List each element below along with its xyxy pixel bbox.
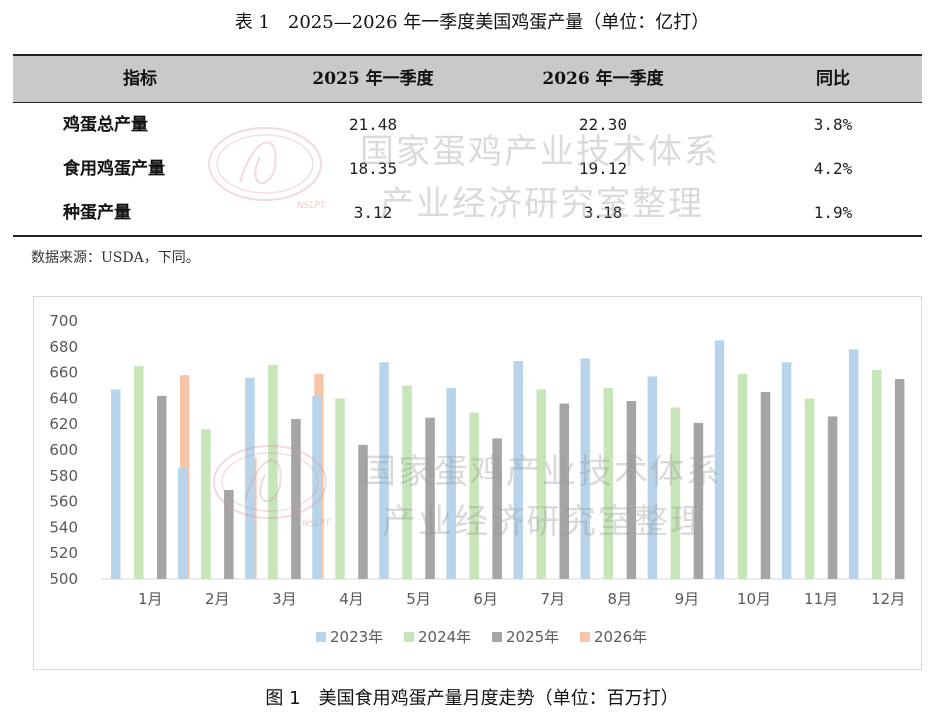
- bar-2024年-2月: [201, 429, 211, 579]
- bar-2023年-12月: [848, 349, 859, 579]
- bar-2025年-1月: [157, 395, 167, 579]
- table-title: 表 1 2025—2026 年一季度美国鸡蛋产量（单位：亿打）: [234, 12, 710, 33]
- table-row: 鸡蛋总产量 21.48 22.30 3.8%: [13, 103, 922, 147]
- x-tick-label: 12月: [871, 590, 905, 608]
- bar-2024年-9月: [670, 407, 681, 579]
- bar-2024年-8月: [603, 388, 614, 579]
- y-tick-label: 520: [49, 544, 78, 562]
- bar-chart: 500 520 540 560 580 600 620 640 660 680 700 1月 2月 3月 4…: [49, 312, 906, 646]
- bar-2025年-5月: [425, 417, 435, 579]
- bar-2025年-11月: [827, 416, 838, 579]
- legend-swatch-2026年: [580, 632, 590, 642]
- x-tick-label: 1月: [138, 590, 163, 608]
- legend-swatch-2025年: [492, 632, 502, 642]
- bar-2023年-1月: [111, 389, 121, 579]
- row-label: 食用鸡蛋产量: [63, 159, 165, 179]
- x-tick-label: 7月: [540, 590, 565, 608]
- row-value-2025: 18.35: [348, 159, 398, 178]
- legend-label: 2023年: [330, 628, 383, 646]
- x-tick-label: 2月: [205, 590, 230, 608]
- bar-2024年-11月: [804, 398, 815, 579]
- y-tick-label: 500: [49, 570, 78, 588]
- y-tick-label: 620: [49, 415, 78, 433]
- bar-2025年-12月: [894, 379, 905, 579]
- y-tick-label: 600: [49, 441, 78, 459]
- x-tick-label: 3月: [272, 590, 297, 608]
- bar-2024年-7月: [536, 389, 546, 579]
- bar-2025年-3月: [291, 419, 301, 579]
- bar-2023年-8月: [580, 358, 591, 579]
- table-header-row: 指标 2025 年一季度 2026 年一季度 同比: [13, 56, 922, 103]
- bar-2025年-10月: [760, 391, 771, 579]
- row-value-2026: 22.30: [578, 115, 628, 134]
- bar-2025年-8月: [626, 400, 637, 579]
- row-value-2025: 3.12: [353, 203, 393, 222]
- y-tick-label: 680: [49, 338, 78, 356]
- bar-2024年-6月: [469, 412, 479, 579]
- legend-label: 2024年: [418, 628, 471, 646]
- bar-2025年-9月: [693, 422, 704, 579]
- legend-label: 2025年: [506, 628, 559, 646]
- row-label: 鸡蛋总产量: [63, 115, 148, 135]
- x-tick-label: 11月: [804, 590, 838, 608]
- bar-2024年-1月: [134, 366, 144, 579]
- table-row: 种蛋产量 3.12 3.18 1.9%: [13, 191, 922, 235]
- header-2026q1: 2026 年一季度: [542, 69, 664, 89]
- legend-swatch-2024年: [404, 632, 414, 642]
- bar-2025年-7月: [559, 403, 569, 579]
- x-tick-label: 5月: [406, 590, 431, 608]
- row-value-2026: 19.12: [578, 159, 628, 178]
- header-yoy: 同比: [816, 69, 850, 89]
- row-value-2025: 21.48: [348, 115, 398, 134]
- row-yoy: 3.8%: [813, 115, 853, 134]
- legend-swatch-2023年: [316, 632, 326, 642]
- bar-2025年-6月: [492, 438, 502, 579]
- row-value-2026: 3.18: [583, 203, 623, 222]
- production-table: 指标 2025 年一季度 2026 年一季度 同比 鸡蛋总产量 21.48 22…: [13, 54, 922, 237]
- bar-2025年-2月: [224, 489, 234, 579]
- bar-2023年-11月: [781, 362, 792, 579]
- bar-2023年-3月: [245, 377, 255, 579]
- bar-2023年-6月: [446, 388, 456, 579]
- bar-2024年-4月: [335, 398, 345, 579]
- figure-title: 图 1 美国食用鸡蛋产量月度走势（单位：百万打）: [265, 688, 679, 709]
- y-tick-label: 660: [49, 364, 78, 382]
- y-tick-label: 540: [49, 518, 78, 536]
- bar-2024年-5月: [402, 385, 412, 579]
- x-tick-label: 10月: [737, 590, 771, 608]
- bar-2023年-9月: [647, 376, 658, 579]
- bar-2025年-4月: [358, 444, 368, 579]
- x-tick-label: 9月: [675, 590, 700, 608]
- bar-2023年-4月: [312, 395, 322, 579]
- y-tick-label: 700: [49, 312, 78, 330]
- y-tick-label: 560: [49, 493, 78, 511]
- y-tick-label: 640: [49, 389, 78, 407]
- y-tick-label: 580: [49, 467, 78, 485]
- bar-2023年-10月: [714, 340, 725, 579]
- row-yoy: 4.2%: [813, 159, 853, 178]
- row-yoy: 1.9%: [813, 203, 853, 222]
- header-2025q1: 2025 年一季度: [312, 69, 434, 89]
- legend-label: 2026年: [594, 628, 647, 646]
- x-tick-label: 6月: [473, 590, 498, 608]
- bar-2024年-12月: [871, 370, 882, 579]
- x-tick-label: 4月: [339, 590, 364, 608]
- header-indicator: 指标: [123, 69, 157, 89]
- source-note: 数据来源：USDA，下同。: [31, 250, 200, 266]
- bar-2023年-2月: [178, 468, 188, 579]
- bar-2024年-10月: [737, 373, 748, 579]
- x-tick-label: 8月: [608, 590, 633, 608]
- bar-2024年-3月: [268, 364, 278, 579]
- bar-2023年-5月: [379, 362, 389, 579]
- table-row: 食用鸡蛋产量 18.35 19.12 4.2%: [13, 147, 922, 191]
- bar-2023年-7月: [513, 360, 523, 579]
- chart-frame: 500 520 540 560 580 600 620 640 660 680 700 1月 2月 3月 4…: [33, 296, 922, 670]
- row-label: 种蛋产量: [63, 203, 131, 223]
